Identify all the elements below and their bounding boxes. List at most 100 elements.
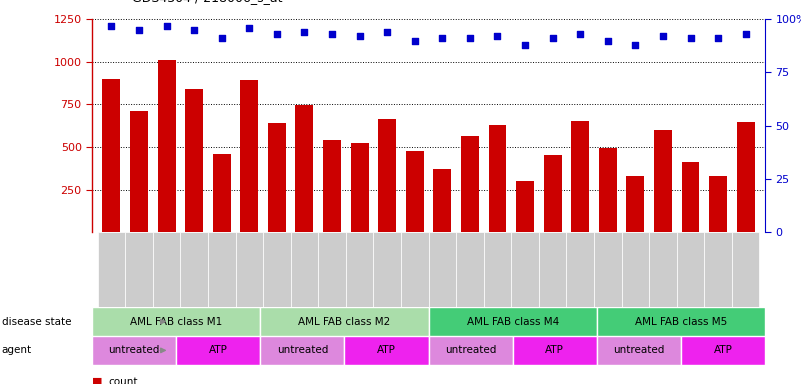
Bar: [180, 232, 208, 307]
Bar: [429, 232, 456, 307]
Bar: [92, 336, 176, 365]
Point: [215, 35, 228, 41]
Point: [105, 23, 118, 29]
Point: [657, 33, 670, 39]
Text: untreated: untreated: [445, 345, 497, 356]
Bar: [153, 232, 180, 307]
Bar: [429, 336, 513, 365]
Point: [353, 33, 366, 39]
Bar: [677, 232, 704, 307]
Bar: [649, 232, 677, 307]
Text: GDS4304 / 218006_s_at: GDS4304 / 218006_s_at: [132, 0, 283, 4]
Bar: [539, 232, 566, 307]
Bar: [597, 336, 681, 365]
Bar: [594, 232, 622, 307]
Point: [602, 38, 614, 44]
Point: [546, 35, 559, 41]
Bar: [456, 232, 484, 307]
Bar: [516, 181, 534, 232]
Bar: [318, 232, 346, 307]
Bar: [158, 60, 175, 232]
Point: [684, 35, 697, 41]
Text: untreated: untreated: [276, 345, 328, 356]
Bar: [240, 80, 258, 232]
Bar: [626, 176, 644, 232]
Bar: [185, 89, 203, 232]
Bar: [291, 232, 318, 307]
Bar: [429, 307, 597, 336]
Bar: [98, 232, 125, 307]
Text: disease state: disease state: [2, 316, 71, 327]
Text: AML FAB class M5: AML FAB class M5: [634, 316, 727, 327]
Text: agent: agent: [2, 345, 32, 356]
Bar: [682, 162, 699, 232]
Text: ■: ■: [92, 377, 103, 384]
Point: [187, 27, 200, 33]
Bar: [571, 121, 590, 232]
Bar: [378, 119, 396, 232]
Bar: [597, 307, 765, 336]
Bar: [484, 232, 511, 307]
Point: [298, 29, 311, 35]
Bar: [346, 232, 373, 307]
Bar: [513, 336, 597, 365]
Point: [574, 31, 586, 37]
Bar: [599, 148, 617, 232]
Bar: [511, 232, 539, 307]
Point: [133, 27, 146, 33]
Bar: [235, 232, 263, 307]
Text: untreated: untreated: [108, 345, 160, 356]
Bar: [263, 232, 291, 307]
Point: [243, 25, 256, 31]
Text: ATP: ATP: [377, 345, 396, 356]
Bar: [654, 130, 672, 232]
Point: [380, 29, 393, 35]
Bar: [213, 154, 231, 232]
Bar: [260, 307, 429, 336]
Bar: [406, 151, 424, 232]
Point: [518, 42, 531, 48]
Text: AML FAB class M1: AML FAB class M1: [130, 316, 223, 327]
Bar: [401, 232, 429, 307]
Bar: [208, 232, 235, 307]
Bar: [92, 307, 260, 336]
Bar: [344, 336, 429, 365]
Point: [160, 23, 173, 29]
Bar: [737, 122, 755, 232]
Bar: [544, 155, 562, 232]
Point: [739, 31, 752, 37]
Bar: [103, 79, 120, 232]
Bar: [268, 123, 286, 232]
Text: untreated: untreated: [613, 345, 665, 356]
Bar: [489, 125, 506, 232]
Text: ATP: ATP: [209, 345, 227, 356]
Point: [629, 42, 642, 48]
Bar: [130, 111, 148, 232]
Bar: [323, 140, 341, 232]
Point: [436, 35, 449, 41]
Bar: [622, 232, 649, 307]
Bar: [704, 232, 732, 307]
Bar: [351, 143, 368, 232]
Text: ATP: ATP: [714, 345, 732, 356]
Text: count: count: [108, 377, 138, 384]
Point: [271, 31, 284, 37]
Bar: [681, 336, 765, 365]
Bar: [125, 232, 153, 307]
Point: [711, 35, 724, 41]
Text: ATP: ATP: [545, 345, 564, 356]
Point: [491, 33, 504, 39]
Point: [464, 35, 477, 41]
Bar: [709, 176, 727, 232]
Bar: [260, 336, 344, 365]
Text: AML FAB class M4: AML FAB class M4: [466, 316, 559, 327]
Bar: [732, 232, 759, 307]
Bar: [373, 232, 401, 307]
Bar: [176, 336, 260, 365]
Bar: [433, 169, 451, 232]
Point: [409, 38, 421, 44]
Bar: [461, 136, 479, 232]
Bar: [296, 105, 313, 232]
Point: [326, 31, 339, 37]
Bar: [566, 232, 594, 307]
